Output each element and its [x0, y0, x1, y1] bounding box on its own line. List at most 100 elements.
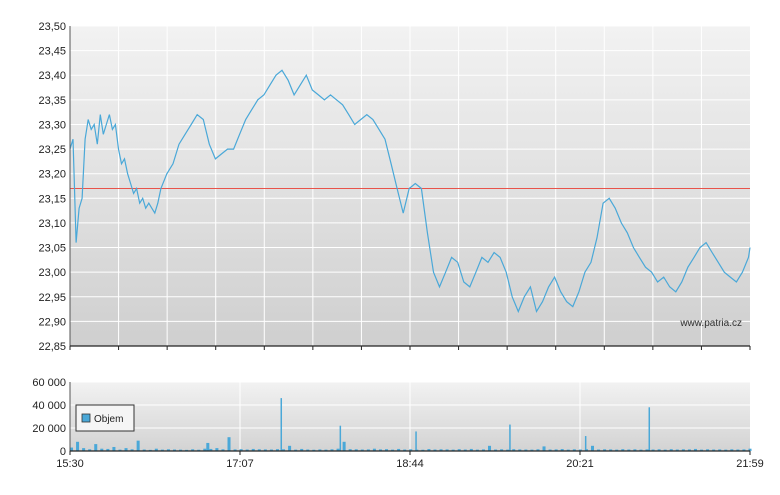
price-y-tick-label: 22,85 [38, 341, 66, 353]
volume-bar [160, 449, 164, 451]
volume-bar [172, 449, 177, 451]
volume-bar [687, 449, 691, 451]
volume-spike-bar [415, 431, 417, 451]
volume-bar [500, 449, 504, 451]
volume-bar [639, 449, 643, 451]
volume-bar [469, 448, 473, 451]
volume-bar [269, 449, 273, 451]
volume-bar [627, 449, 631, 451]
volume-bar [475, 449, 479, 451]
volume-bar [693, 448, 697, 451]
price-panel: 23,50 23,45 23,40 23,35 23,30 23,25 23,20 23,15… [38, 21, 751, 353]
volume-bar [206, 442, 210, 451]
volume-bar [518, 449, 522, 451]
volume-bar [506, 449, 510, 451]
volume-bar [300, 448, 304, 451]
volume-bar [318, 449, 322, 451]
volume-bar [494, 449, 498, 451]
volume-bar [415, 449, 419, 451]
volume-bar [572, 449, 576, 451]
volume-bar [675, 449, 679, 451]
volume-bar [354, 449, 358, 451]
volume-bar [233, 449, 237, 451]
volume-bar [391, 449, 395, 451]
volume-bar [730, 449, 734, 451]
volume-bar [191, 449, 195, 451]
volume-spike-bar [648, 407, 651, 451]
volume-bar [136, 440, 140, 451]
volume-bar [718, 449, 722, 451]
volume-bar [530, 449, 534, 451]
volume-bar [312, 449, 316, 451]
volume-bar [118, 449, 122, 451]
volume-bar [409, 449, 413, 451]
volume-bar [288, 445, 292, 451]
volume-spike-bar [584, 436, 587, 451]
volume-bar [397, 448, 401, 451]
volume-bar [324, 449, 328, 451]
volume-spike-bar [339, 425, 342, 451]
volume-bar [663, 449, 667, 451]
volume-bar [536, 449, 540, 451]
watermark: www.patria.cz [679, 318, 742, 329]
volume-bar [597, 449, 601, 451]
price-y-tick-label: 23,45 [38, 46, 66, 58]
volume-bar [487, 445, 492, 451]
volume-x-tick-label: 18:44 [396, 458, 424, 470]
volume-bar [657, 449, 661, 451]
volume-bar [282, 449, 286, 451]
volume-bar [736, 449, 740, 451]
volume-bar [590, 445, 595, 451]
volume-bar [421, 449, 425, 451]
volume-bar [130, 449, 134, 451]
volume-spike-bar [280, 398, 283, 451]
volume-bar [584, 449, 588, 451]
volume-bar [512, 449, 516, 451]
volume-bar [651, 449, 655, 451]
volume-bar [372, 448, 376, 451]
volume-y-tick-label: 60 000 [32, 377, 66, 389]
volume-bar [481, 449, 485, 451]
price-y-tick-label: 22,95 [38, 292, 66, 304]
volume-bar [712, 449, 716, 451]
price-y-tick-label: 23,05 [38, 243, 66, 255]
volume-bar [294, 449, 298, 451]
volume-bar [251, 448, 255, 451]
volume-x-tick-label: 15:30 [56, 458, 84, 470]
volume-bar [403, 449, 407, 451]
volume-bar [330, 449, 334, 451]
price-y-tick-label: 23,30 [38, 119, 66, 131]
volume-y-tick-label: 0 [60, 446, 66, 458]
volume-bar [203, 448, 207, 451]
price-y-tick-label: 23,50 [38, 21, 66, 33]
volume-bar [603, 449, 607, 451]
price-y-tick-label: 22,90 [38, 316, 66, 328]
volume-bar [112, 446, 116, 451]
volume-bar [348, 449, 352, 451]
volume-bar [542, 446, 546, 451]
volume-bar [433, 449, 437, 451]
volume-bar [633, 449, 637, 451]
volume-x-tick-label: 20:21 [566, 458, 594, 470]
volume-bar [378, 449, 382, 451]
price-y-tick-label: 23,35 [38, 95, 66, 107]
volume-bar [548, 449, 552, 451]
price-y-tick-label: 23,10 [38, 218, 66, 230]
volume-bar [706, 449, 710, 451]
volume-bar [700, 449, 704, 451]
volume-bar [427, 449, 431, 451]
volume-bar [275, 449, 279, 451]
price-y-tick-label: 23,40 [38, 70, 66, 82]
volume-bar [76, 441, 80, 451]
volume-x-tick-label: 17:07 [226, 458, 254, 470]
volume-bar [257, 449, 261, 451]
volume-bar [463, 449, 467, 451]
volume-bar [669, 449, 673, 451]
volume-bar [209, 448, 213, 451]
volume-bar [100, 448, 104, 451]
volume-bar [621, 449, 625, 451]
volume-bar [82, 448, 86, 451]
volume-bar [451, 449, 455, 451]
